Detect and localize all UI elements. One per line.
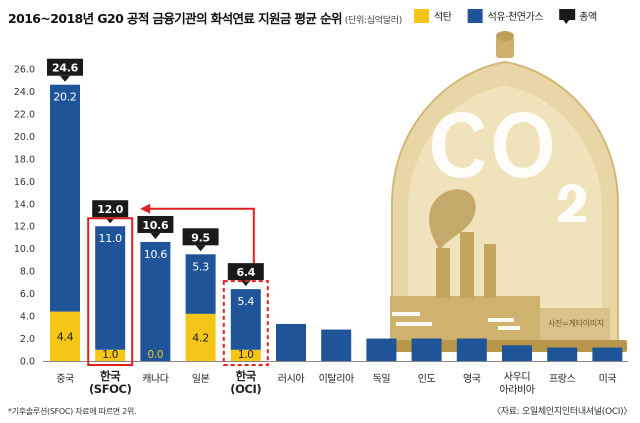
total-callout-box	[182, 228, 219, 246]
y-tick-label: 14.0	[14, 199, 35, 210]
y-tick-label: 6.0	[20, 289, 35, 300]
y-tick-label: 0.0	[20, 357, 35, 368]
oilgas-bar	[50, 84, 80, 312]
total-value-label: 12.0	[97, 203, 124, 216]
chart-unit: (단위:십억달러)	[344, 16, 402, 26]
coal-value-label: 0.0	[147, 349, 163, 361]
category-label: 미국	[599, 373, 617, 385]
y-tick-label: 20.0	[14, 132, 35, 143]
category-label: (OCI)	[230, 382, 261, 396]
category-label: (SFOC)	[89, 382, 132, 396]
oilgas-bar	[321, 329, 352, 361]
coal-value-label: 1.0	[102, 349, 118, 361]
category-label: 사우디	[504, 371, 530, 383]
chart-title: 2016~2018년 G20 공적 금융기관의 화석연료 지원금 평균 순위 (단…	[8, 11, 402, 26]
total-callout-box	[92, 200, 129, 218]
category-label: 인도	[418, 373, 436, 385]
oilgas-bar	[547, 347, 578, 361]
total-callout-box	[137, 215, 174, 233]
comparison-arrow-line	[148, 207, 255, 264]
coal-bar	[185, 313, 216, 361]
total-value-label: 10.6	[142, 219, 169, 232]
y-tick-label: 26.0	[14, 65, 35, 76]
y-tick-label: 2.0	[20, 334, 35, 345]
legend-swatch-total	[559, 9, 576, 20]
comparison-arrow-head	[140, 203, 151, 214]
category-label: 프랑스	[549, 373, 576, 385]
coal-value-label: 1.0	[238, 349, 254, 361]
legend-label: 총액	[579, 11, 597, 23]
total-value-label: 6.4	[237, 266, 256, 279]
oilgas-bar	[411, 338, 442, 361]
oilgas-bar	[502, 345, 532, 361]
category-label: 영국	[463, 373, 481, 385]
category-label: 이탈리아	[319, 372, 354, 385]
oilgas-bar	[276, 323, 306, 361]
co2-bell-jar-illustration	[383, 31, 627, 352]
legend-swatch-total-pointer	[563, 20, 570, 24]
highlight-box	[87, 217, 134, 366]
y-tick-label: 10.0	[14, 244, 35, 255]
y-tick-label: 8.0	[20, 267, 35, 278]
category-label: 캐나다	[142, 373, 169, 385]
oilgas-bar	[592, 347, 623, 361]
coal-bar	[95, 349, 126, 361]
oilgas-bar	[185, 254, 216, 314]
category-label: 일본	[192, 373, 210, 385]
category-label: 중국	[56, 373, 74, 385]
legend-label: 석탄	[434, 11, 452, 23]
legend-swatch-oilgas	[467, 9, 483, 23]
y-tick-label: 18.0	[14, 154, 35, 165]
total-callout-box	[227, 263, 264, 281]
oilgas-value-label: 11.0	[99, 232, 123, 245]
coal-bar	[230, 349, 261, 361]
total-value-label: 9.5	[191, 231, 210, 244]
y-tick-label: 16.0	[14, 177, 35, 188]
coal-bar	[50, 311, 80, 361]
category-label: 한국	[236, 369, 257, 383]
category-label: 한국	[100, 369, 121, 383]
photo-credit: 사진=게티이미지	[548, 319, 604, 328]
source-note: 〈자료: 오일체인지인터내셔널(OCI)〉	[492, 407, 632, 417]
total-callout-pointer	[60, 75, 70, 82]
highlight-box	[222, 280, 269, 366]
legend-swatch-coal	[414, 9, 429, 23]
oilgas-value-label: 5.3	[192, 260, 209, 273]
category-label: 독일	[373, 373, 391, 385]
oilgas-bar	[456, 338, 487, 361]
oilgas-bar	[230, 289, 261, 350]
total-callout-pointer	[195, 245, 206, 252]
category-label: 러시아	[278, 373, 305, 385]
y-tick-label: 12.0	[14, 222, 35, 233]
footnote: *기후솔루션(SFOC) 자료에 따르면 2위.	[8, 407, 137, 416]
oilgas-bar	[140, 241, 171, 361]
total-callout-box	[47, 58, 83, 76]
oilgas-value-label: 20.2	[53, 91, 76, 104]
total-value-label: 24.6	[52, 62, 79, 75]
oilgas-bar	[95, 226, 126, 350]
coal-value-label: 4.2	[192, 331, 209, 344]
category-label: 아라비아	[499, 384, 534, 396]
y-tick-label: 4.0	[20, 312, 35, 323]
oilgas-value-label: 10.6	[144, 248, 168, 261]
oilgas-value-label: 5.4	[238, 295, 255, 308]
y-tick-label: 24.0	[14, 87, 35, 98]
oilgas-bar	[366, 338, 397, 361]
legend-label: 석유·천연가스	[488, 11, 544, 23]
y-tick-label: 22.0	[14, 109, 35, 120]
coal-value-label: 4.4	[57, 330, 74, 343]
total-callout-pointer	[150, 232, 161, 239]
